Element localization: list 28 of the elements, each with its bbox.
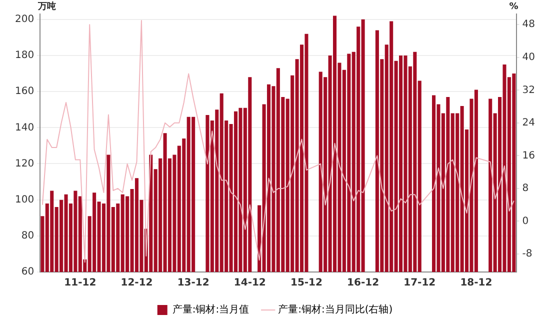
x-tick-label: 14-12 [234,278,266,289]
x-tick-label: 18-12 [460,278,492,289]
y-tick-label: 80 [21,230,34,242]
x-tick-label: 11-12 [64,278,96,289]
y-tick-label: 100 [14,194,34,206]
y2-tick-label: 16 [522,150,536,162]
y2-tick-label: 40 [522,52,536,64]
y-axis-title: 万吨 [37,0,56,12]
y-tick-label: 120 [14,158,34,170]
y-tick-label: 140 [14,122,34,134]
y2-tick-label: 24 [522,118,536,129]
y2-tick-label: 32 [522,84,536,96]
x-tick-label: 16-12 [347,278,380,289]
y-tick-label: 200 [14,14,34,26]
x-tick-label: 15-12 [290,278,322,289]
y2-tick-label: 48 [522,19,536,30]
y2-tick-label: 8 [522,183,529,194]
x-tick-label: 13-12 [177,278,210,289]
y-tick-label: 180 [14,50,34,62]
y2-axis-title: % [509,2,518,12]
y2-tick-label: 0 [522,216,529,227]
legend-label: 产量:铜材:当月同比(右轴) [278,304,393,316]
y2-tick-label: -8 [522,248,532,260]
y-tick-label: 60 [21,266,34,278]
y-tick-label: 160 [14,86,34,98]
x-tick-label: 17-12 [404,278,436,289]
legend-label: 产量:铜材:当月值 [172,304,250,316]
x-tick-label: 12-12 [120,278,153,289]
